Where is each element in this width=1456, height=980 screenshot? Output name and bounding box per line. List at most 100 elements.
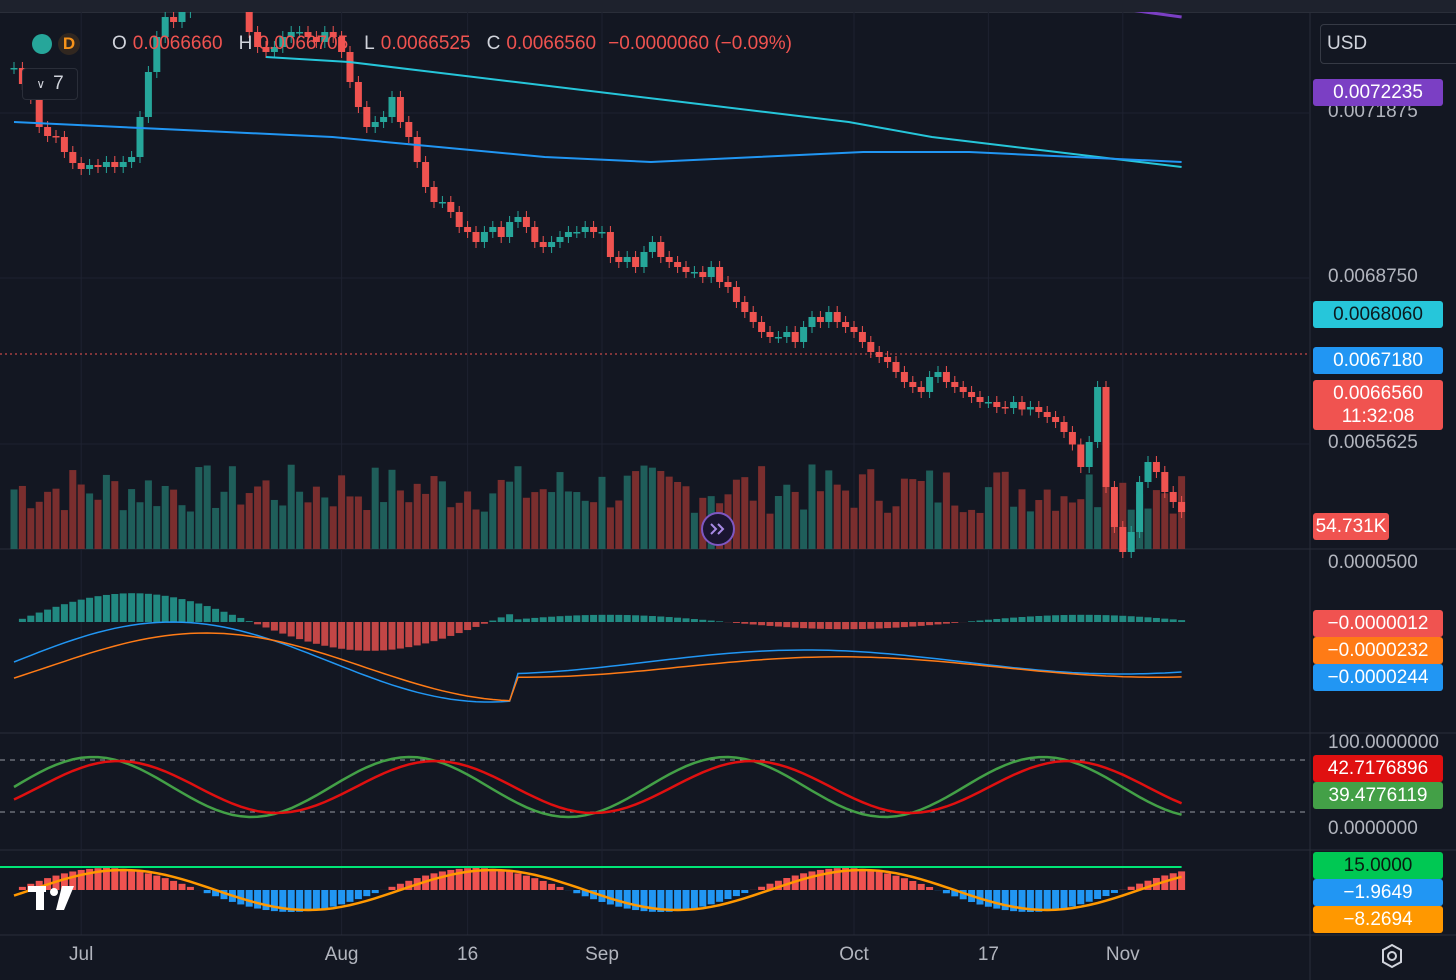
- macd-histogram-bar: [858, 622, 866, 630]
- volume-bar: [766, 513, 774, 549]
- volume-bar: [1144, 508, 1152, 549]
- macd-histogram-bar: [606, 614, 614, 622]
- candle-body: [606, 232, 614, 257]
- macd-histogram-bar: [1035, 615, 1043, 622]
- volume-bar: [1010, 506, 1018, 549]
- candle-body: [506, 222, 514, 237]
- volume-bar: [304, 502, 312, 549]
- macd-histogram-bar: [682, 618, 690, 622]
- chart-settings-icon[interactable]: [1378, 942, 1406, 970]
- macd-histogram-bar: [321, 622, 329, 646]
- osc-histogram-bar: [245, 890, 253, 907]
- osc-histogram-bar: [615, 890, 623, 907]
- time-axis-label: Oct: [839, 944, 869, 965]
- volume-bar: [1152, 490, 1160, 549]
- macd-histogram-bar: [808, 622, 816, 629]
- osc-histogram-bar: [1052, 890, 1060, 910]
- volume-bar: [1052, 510, 1060, 549]
- osc-histogram-bar: [800, 873, 808, 890]
- macd-histogram-bar: [522, 618, 530, 622]
- macd-histogram-bar: [203, 606, 211, 622]
- osc-histogram-bar: [506, 871, 514, 890]
- osc-histogram-bar: [464, 868, 472, 890]
- volume-bar: [10, 489, 18, 549]
- volume-bar: [472, 509, 480, 549]
- last-price-badge: 0.0066560 11:32:08: [1313, 380, 1443, 430]
- macd-histogram-bar: [917, 622, 925, 626]
- volume-bar: [640, 465, 648, 549]
- osc-histogram-bar: [758, 886, 766, 890]
- macd-histogram-bar: [220, 611, 228, 622]
- osc-histogram-bar: [18, 886, 26, 890]
- candle-body: [934, 372, 942, 377]
- osc-histogram-bar: [329, 890, 337, 907]
- macd-line-badge: −0.0000244: [1313, 664, 1443, 691]
- osc-histogram-bar: [438, 871, 446, 890]
- candle-body: [371, 122, 379, 127]
- osc-histogram-bar: [321, 890, 329, 909]
- macd-histogram-bar: [749, 622, 757, 625]
- macd-histogram-bar: [144, 593, 152, 622]
- volume-bar: [170, 489, 178, 549]
- osc-histogram-bar: [1178, 871, 1186, 890]
- indicators-toggle-button[interactable]: ∨ 7: [22, 68, 78, 100]
- candle-body: [648, 242, 656, 252]
- time-axis-label: Aug: [324, 944, 359, 965]
- osc-histogram-bar: [984, 890, 992, 907]
- osc-histogram-bar: [665, 890, 673, 912]
- volume-bar: [590, 502, 598, 549]
- volume-bar: [657, 470, 665, 549]
- candle-body: [766, 332, 774, 337]
- osc-signal-line: [13, 868, 1182, 912]
- candle-body: [77, 163, 85, 169]
- volume-bar: [690, 512, 698, 549]
- candle-body: [430, 187, 438, 202]
- volume-bar: [480, 511, 488, 549]
- macd-histogram-bar: [44, 609, 52, 622]
- interval-badge[interactable]: D: [58, 33, 80, 55]
- jump-to-realtime-button[interactable]: [701, 512, 735, 546]
- macd-histogram-bar: [951, 622, 959, 623]
- macd-histogram-bar: [1169, 619, 1177, 622]
- candle-body: [1094, 387, 1102, 442]
- macd-histogram-bar: [1068, 614, 1076, 622]
- osc-histogram-bar: [699, 890, 707, 907]
- osc-histogram-bar: [1127, 886, 1135, 890]
- osc-histogram-bar: [900, 878, 908, 890]
- volume-bar: [329, 506, 337, 549]
- volume-bar: [1026, 511, 1034, 549]
- stoch-axis-top: 100.0000000: [1328, 732, 1439, 753]
- macd-histogram-bar: [279, 622, 287, 634]
- volume-bar: [430, 476, 438, 549]
- volume-bar: [506, 481, 514, 549]
- macd-histogram-bar: [430, 622, 438, 642]
- candle-body: [1001, 407, 1009, 409]
- candle-body: [380, 117, 388, 122]
- high-label: H: [238, 33, 253, 54]
- candle-body: [1127, 532, 1135, 552]
- open-label: O: [112, 33, 127, 54]
- volume-bar: [758, 466, 766, 549]
- candle-body: [1068, 432, 1076, 445]
- osc-histogram-bar: [867, 870, 875, 890]
- candle-body: [1110, 487, 1118, 527]
- volume-bar: [44, 491, 52, 549]
- volume-bar: [1018, 489, 1026, 549]
- volume-bar: [1068, 502, 1076, 549]
- candle-body: [640, 252, 648, 267]
- osc-histogram-bar: [892, 875, 900, 890]
- currency-selector[interactable]: USD: [1320, 24, 1456, 64]
- macd-histogram-bar: [774, 622, 782, 627]
- macd-histogram-bar: [539, 617, 547, 622]
- macd-histogram-bar: [228, 614, 236, 622]
- macd-histogram-bar: [262, 622, 270, 628]
- macd-histogram-bar: [800, 622, 808, 629]
- candle-body: [329, 32, 337, 37]
- volume-bar: [674, 481, 682, 549]
- macd-histogram-bar: [968, 621, 976, 622]
- chart-canvas[interactable]: [0, 12, 1456, 980]
- macd-histogram-bar: [850, 622, 858, 630]
- osc-histogram-bar: [203, 890, 211, 894]
- macd-histogram-bar: [1152, 617, 1160, 622]
- osc-histogram-bar: [884, 873, 892, 890]
